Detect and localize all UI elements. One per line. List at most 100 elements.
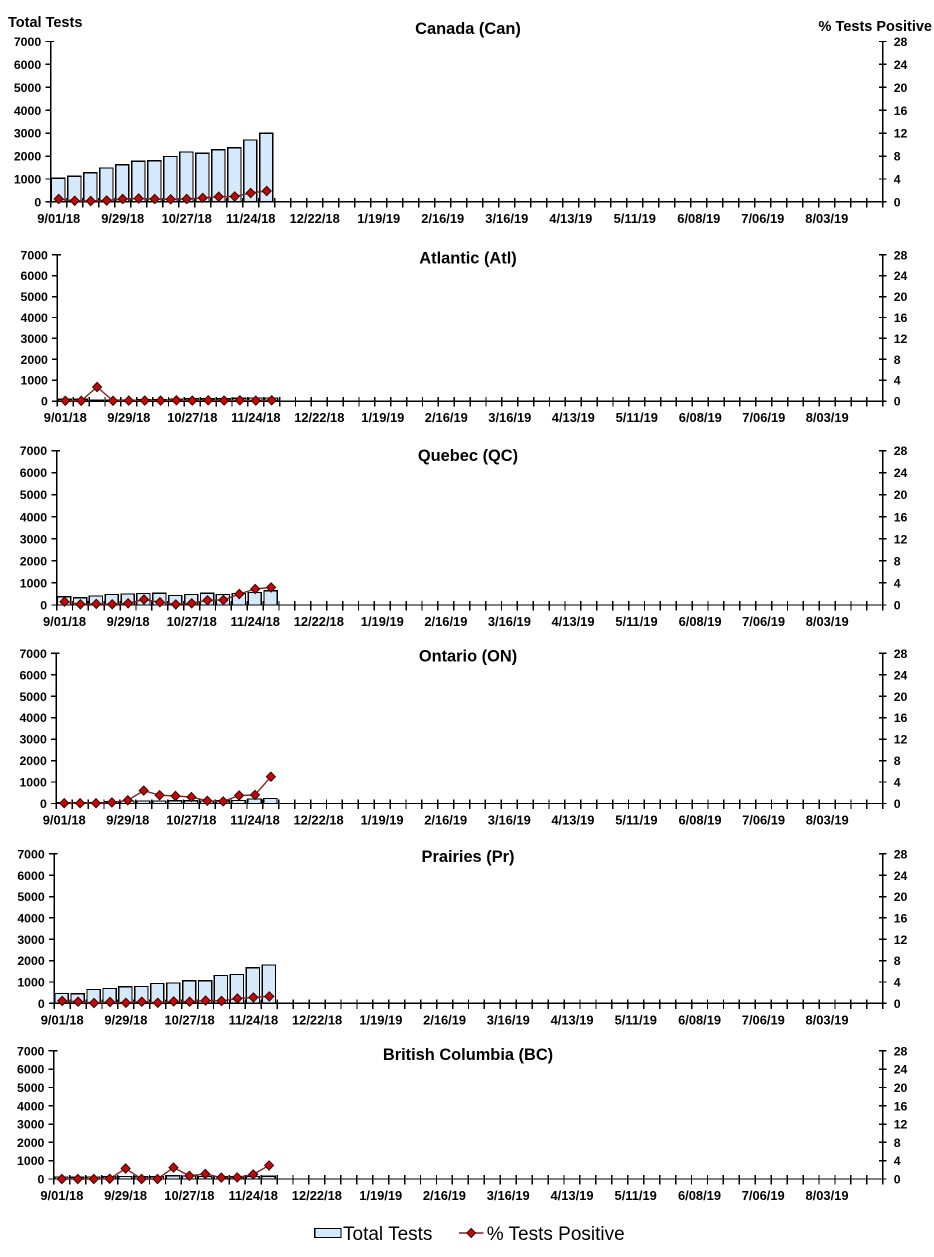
svg-text:0: 0 <box>40 797 47 811</box>
svg-text:10/27/18: 10/27/18 <box>167 614 217 629</box>
svg-text:4000: 4000 <box>17 1099 45 1113</box>
svg-text:3/16/19: 3/16/19 <box>488 813 531 828</box>
svg-text:4/13/19: 4/13/19 <box>551 1012 594 1027</box>
svg-text:9/29/18: 9/29/18 <box>106 813 149 828</box>
svg-text:10/27/18: 10/27/18 <box>166 813 216 828</box>
svg-text:1/19/19: 1/19/19 <box>359 1012 402 1027</box>
svg-text:12/22/18: 12/22/18 <box>292 1188 342 1203</box>
svg-text:2/16/19: 2/16/19 <box>421 211 464 226</box>
svg-text:16: 16 <box>894 104 908 118</box>
svg-text:Ontario (ON): Ontario (ON) <box>419 647 517 665</box>
svg-text:9/01/18: 9/01/18 <box>43 614 86 629</box>
svg-text:0: 0 <box>38 1173 45 1187</box>
svg-text:4: 4 <box>894 576 901 590</box>
svg-text:5/11/19: 5/11/19 <box>616 410 658 425</box>
svg-text:8: 8 <box>894 554 901 568</box>
svg-text:4000: 4000 <box>17 911 45 925</box>
svg-text:1000: 1000 <box>14 173 42 187</box>
svg-text:2/16/19: 2/16/19 <box>425 410 468 425</box>
svg-text:5000: 5000 <box>17 1081 45 1095</box>
svg-text:8/03/19: 8/03/19 <box>805 1012 848 1027</box>
svg-text:6/08/19: 6/08/19 <box>677 211 720 226</box>
svg-text:2000: 2000 <box>20 554 48 568</box>
svg-text:1/19/19: 1/19/19 <box>361 813 404 828</box>
svg-text:1/19/19: 1/19/19 <box>361 614 404 629</box>
svg-text:24: 24 <box>894 269 908 283</box>
svg-text:British Columbia (BC): British Columbia (BC) <box>383 1046 553 1064</box>
svg-text:10/27/18: 10/27/18 <box>165 1012 215 1027</box>
svg-text:12: 12 <box>894 532 908 546</box>
svg-text:0: 0 <box>894 395 901 409</box>
svg-text:3000: 3000 <box>17 1118 45 1132</box>
svg-text:6/08/19: 6/08/19 <box>679 410 722 425</box>
svg-text:0: 0 <box>34 195 41 209</box>
svg-text:% Tests Positive: % Tests Positive <box>487 1224 625 1245</box>
svg-text:3/16/19: 3/16/19 <box>485 211 528 226</box>
svg-text:9/29/18: 9/29/18 <box>107 614 150 629</box>
svg-text:5000: 5000 <box>21 290 49 304</box>
svg-text:0: 0 <box>40 599 47 613</box>
svg-text:Canada (Can): Canada (Can) <box>415 20 521 38</box>
svg-text:28: 28 <box>894 444 908 458</box>
svg-text:20: 20 <box>894 890 908 904</box>
svg-text:10/27/18: 10/27/18 <box>167 410 217 425</box>
svg-text:28: 28 <box>894 847 908 861</box>
svg-text:4: 4 <box>894 173 901 187</box>
svg-text:3000: 3000 <box>17 933 45 947</box>
svg-text:5000: 5000 <box>19 690 47 704</box>
svg-text:4/13/19: 4/13/19 <box>551 614 594 629</box>
svg-text:24: 24 <box>894 58 908 72</box>
svg-text:8/03/19: 8/03/19 <box>805 1188 848 1203</box>
svg-text:1000: 1000 <box>20 576 48 590</box>
svg-text:12: 12 <box>894 332 908 346</box>
svg-text:12: 12 <box>894 933 908 947</box>
svg-text:28: 28 <box>894 647 908 661</box>
svg-text:Quebec (QC): Quebec (QC) <box>418 447 518 465</box>
svg-text:0: 0 <box>894 1173 901 1187</box>
svg-text:1/19/19: 1/19/19 <box>357 211 400 226</box>
svg-text:7000: 7000 <box>17 847 45 861</box>
svg-text:9/29/18: 9/29/18 <box>107 410 150 425</box>
svg-text:3/16/19: 3/16/19 <box>488 614 531 629</box>
svg-text:16: 16 <box>894 311 908 325</box>
svg-text:5000: 5000 <box>14 81 42 95</box>
svg-text:0: 0 <box>894 599 901 613</box>
svg-text:7000: 7000 <box>21 248 49 262</box>
svg-text:4/13/19: 4/13/19 <box>552 410 595 425</box>
svg-text:3000: 3000 <box>19 733 47 747</box>
svg-text:9/01/18: 9/01/18 <box>44 410 87 425</box>
svg-text:3/16/19: 3/16/19 <box>487 1188 530 1203</box>
svg-text:10/27/18: 10/27/18 <box>162 211 212 226</box>
svg-text:4/13/19: 4/13/19 <box>549 211 592 226</box>
svg-text:6/08/19: 6/08/19 <box>678 1012 721 1027</box>
svg-text:4000: 4000 <box>14 104 42 118</box>
svg-text:5/11/19: 5/11/19 <box>615 1188 657 1203</box>
svg-text:7000: 7000 <box>17 1044 45 1058</box>
svg-text:12: 12 <box>894 733 908 747</box>
svg-text:20: 20 <box>894 488 908 502</box>
svg-text:5000: 5000 <box>20 488 48 502</box>
svg-text:12: 12 <box>894 127 908 141</box>
svg-text:0: 0 <box>894 997 901 1011</box>
svg-text:9/01/18: 9/01/18 <box>37 211 80 226</box>
svg-text:20: 20 <box>894 1081 908 1095</box>
svg-text:24: 24 <box>894 1063 908 1077</box>
svg-text:Prairies (Pr): Prairies (Pr) <box>422 848 515 866</box>
svg-text:28: 28 <box>894 35 908 49</box>
svg-text:4/13/19: 4/13/19 <box>551 813 594 828</box>
svg-text:4: 4 <box>894 976 901 990</box>
svg-text:6/08/19: 6/08/19 <box>678 1188 721 1203</box>
svg-text:8: 8 <box>894 353 901 367</box>
svg-text:9/01/18: 9/01/18 <box>41 1012 84 1027</box>
svg-text:2/16/19: 2/16/19 <box>423 1188 466 1203</box>
svg-text:28: 28 <box>894 248 908 262</box>
svg-text:1/19/19: 1/19/19 <box>361 410 404 425</box>
svg-text:3/16/19: 3/16/19 <box>488 410 531 425</box>
svg-text:3000: 3000 <box>20 532 48 546</box>
svg-text:1/19/19: 1/19/19 <box>359 1188 402 1203</box>
svg-text:4: 4 <box>894 1154 901 1168</box>
svg-text:0: 0 <box>894 195 901 209</box>
svg-text:4/13/19: 4/13/19 <box>550 1188 593 1203</box>
svg-text:7000: 7000 <box>20 444 48 458</box>
svg-text:11/24/18: 11/24/18 <box>228 1188 277 1203</box>
